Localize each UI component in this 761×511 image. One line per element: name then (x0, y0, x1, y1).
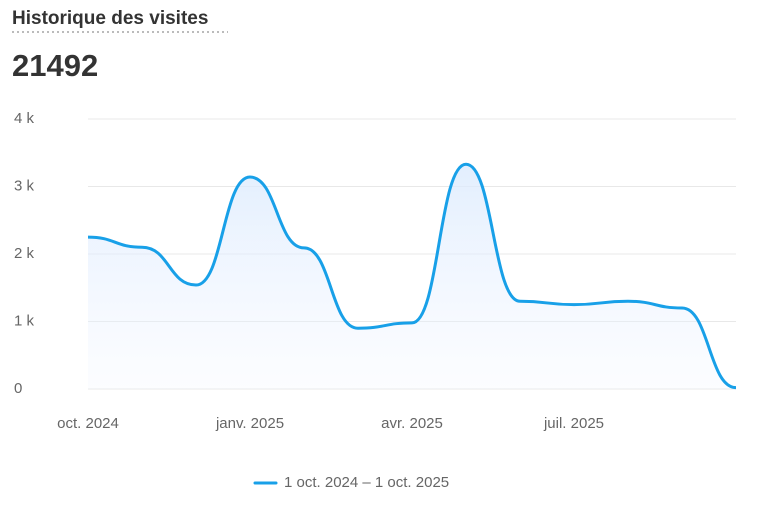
line (87, 162, 737, 390)
x-tick-label: juil. 2025 (543, 415, 604, 432)
x-tick-label: avr. 2025 (381, 415, 443, 432)
total-visits: 21492 (12, 48, 98, 83)
y-tick-label: 2 k (14, 245, 35, 262)
area (88, 164, 736, 389)
x-tick-label: oct. 2024 (57, 415, 119, 432)
chart-title: Historique des visites (12, 8, 208, 29)
legend-label: 1 oct. 2024 – 1 oct. 2025 (284, 474, 449, 491)
y-tick-label: 4 k (14, 110, 35, 127)
y-tick-label: 3 k (14, 177, 35, 194)
y-tick-label: 0 (14, 380, 22, 397)
y-tick-label: 1 k (14, 312, 35, 329)
x-tick-label: janv. 2025 (215, 415, 284, 432)
